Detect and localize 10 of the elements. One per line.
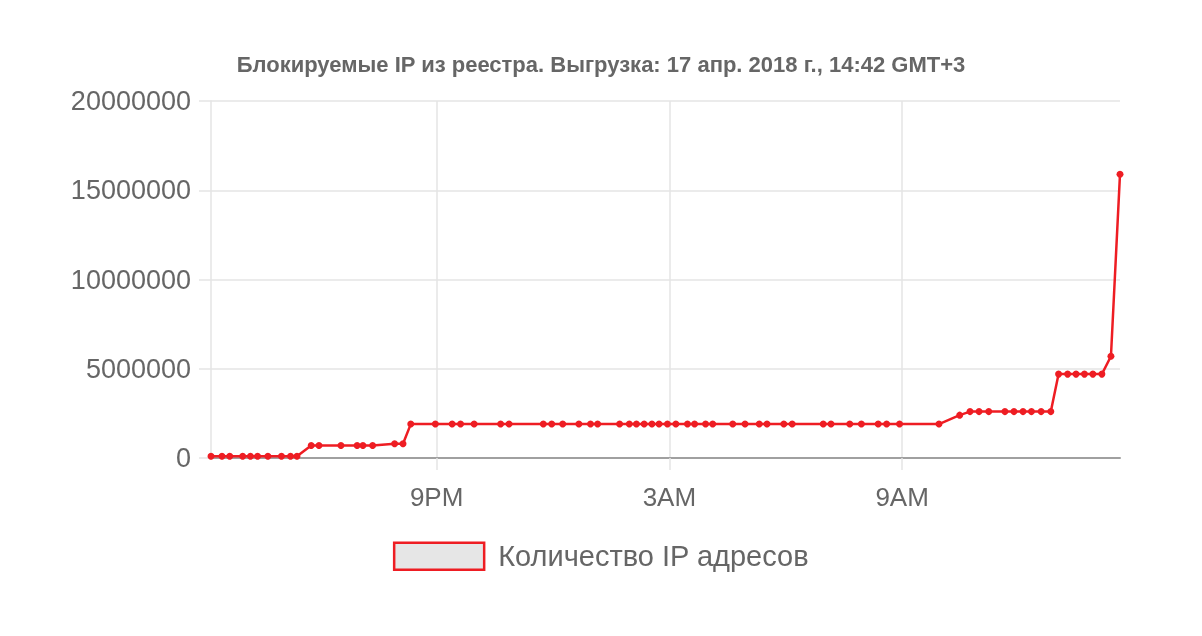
legend-label: Количество IP адресов: [498, 540, 809, 573]
x-tick-label: 9PM: [409, 482, 464, 512]
y-tick-label: 0: [175, 443, 191, 473]
y-tick-label: 5000000: [85, 353, 191, 384]
y-tick-label: 15000000: [70, 175, 191, 206]
x-tick-label: 3AM: [642, 482, 697, 512]
y-tick-label: 10000000: [70, 264, 191, 295]
y-tick-label: 20000000: [70, 86, 191, 116]
x-tick-label: 9AM: [875, 482, 929, 512]
chart-title: Блокируемые IP из реестра. Выгрузка: 17 апр. 2018 г., 14:42 GMT+3: [236, 51, 966, 77]
